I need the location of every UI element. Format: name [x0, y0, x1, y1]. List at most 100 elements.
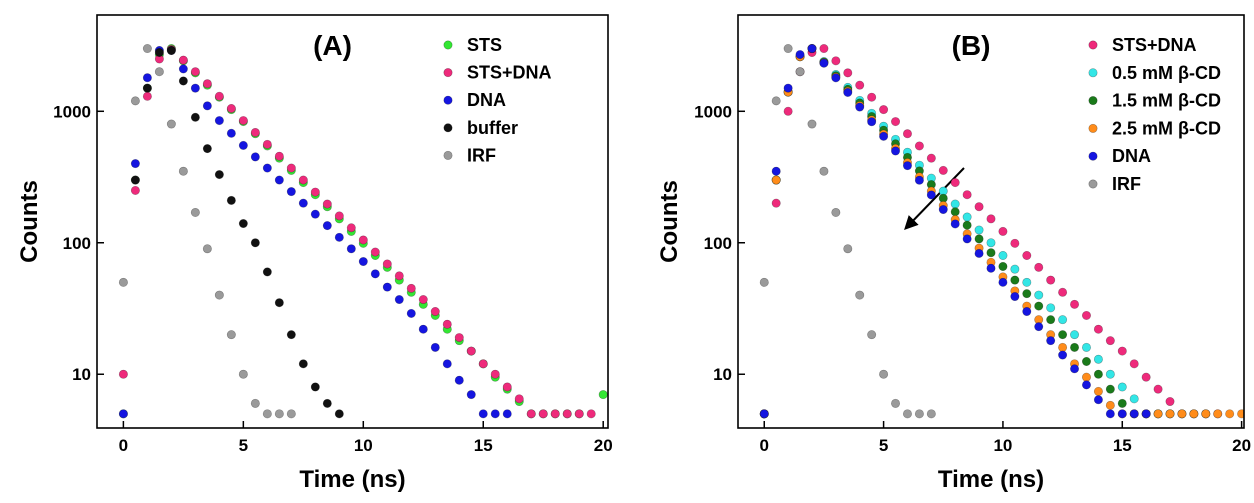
data-point: [962, 220, 972, 230]
data-point: [286, 409, 296, 419]
data-point: [771, 96, 781, 106]
data-point: [310, 209, 320, 219]
data-point: [819, 44, 829, 54]
y-tick-label: 100: [704, 234, 732, 253]
data-point: [1081, 342, 1091, 352]
data-point: [562, 409, 572, 419]
data-point: [334, 232, 344, 242]
data-point: [154, 48, 164, 58]
data-point: [1105, 336, 1115, 346]
data-point: [310, 187, 320, 197]
data-point: [118, 277, 128, 287]
data-point: [142, 73, 152, 83]
data-point: [914, 141, 924, 151]
x-tick-label: 5: [879, 436, 888, 455]
data-point: [250, 238, 260, 248]
plot-frame: [96, 14, 609, 429]
data-point: [807, 119, 817, 129]
data-point: [986, 248, 996, 258]
y-tick-label: 100: [63, 234, 91, 253]
data-point: [783, 83, 793, 93]
data-point: [962, 234, 972, 244]
data-point: [1141, 409, 1151, 419]
data-point: [262, 409, 272, 419]
data-point: [166, 119, 176, 129]
data-point: [466, 346, 476, 356]
data-point: [1225, 409, 1235, 419]
data-point: [238, 140, 248, 150]
data-point: [1081, 372, 1091, 382]
data-point: [771, 198, 781, 208]
data-point: [418, 295, 428, 305]
data-point: [950, 199, 960, 209]
data-point: [166, 45, 176, 55]
data-point: [902, 129, 912, 139]
data-point: [1153, 384, 1163, 394]
legend-marker: [1088, 179, 1098, 189]
data-point: [118, 409, 128, 419]
data-point: [1165, 397, 1175, 407]
data-point: [178, 55, 188, 65]
data-point: [298, 175, 308, 185]
data-point: [1022, 289, 1032, 299]
data-point: [1046, 315, 1056, 325]
x-tick-label: 5: [239, 436, 248, 455]
data-point: [190, 112, 200, 122]
data-point: [238, 116, 248, 126]
data-point: [490, 409, 500, 419]
data-point: [902, 409, 912, 419]
data-point: [442, 359, 452, 369]
trend-arrow: [904, 167, 965, 231]
data-point: [1070, 330, 1080, 340]
data-point: [382, 282, 392, 292]
data-point: [178, 76, 188, 86]
data-point: [202, 144, 212, 154]
data-point: [442, 319, 452, 329]
data-point: [274, 175, 284, 185]
data-point: [238, 369, 248, 379]
data-point: [226, 195, 236, 205]
data-point: [1070, 364, 1080, 374]
legend-label: STS+DNA: [1112, 35, 1197, 55]
data-point: [382, 259, 392, 269]
data-point: [1237, 409, 1244, 419]
data-point: [250, 398, 260, 408]
data-point: [819, 58, 829, 68]
data-point: [902, 161, 912, 171]
data-point: [795, 67, 805, 77]
data-point: [998, 226, 1008, 236]
data-point: [1117, 409, 1127, 419]
data-point: [1117, 382, 1127, 392]
data-point: [118, 369, 128, 379]
data-point: [891, 398, 901, 408]
legend-marker: [1088, 96, 1098, 106]
data-point: [831, 56, 841, 66]
data-point: [370, 269, 380, 279]
data-point: [1177, 409, 1187, 419]
y-axis-label: Counts: [656, 180, 683, 263]
data-point: [855, 290, 865, 300]
data-point: [831, 207, 841, 217]
legend-marker: [443, 95, 453, 105]
data-point: [214, 91, 224, 101]
data-point: [262, 267, 272, 277]
legend-marker: [443, 150, 453, 160]
data-point: [1046, 275, 1056, 285]
data-point: [1093, 324, 1103, 334]
data-point: [346, 223, 356, 233]
legend-marker: [443, 40, 453, 50]
data-point: [950, 178, 960, 188]
data-point: [334, 409, 344, 419]
data-point: [1201, 409, 1211, 419]
data-point: [855, 102, 865, 112]
data-point: [926, 153, 936, 163]
data-point: [1105, 400, 1115, 410]
data-point: [226, 104, 236, 114]
x-tick-label: 15: [474, 436, 493, 455]
data-point: [914, 409, 924, 419]
data-point: [478, 409, 488, 419]
data-point: [250, 152, 260, 162]
data-point: [998, 277, 1008, 287]
y-tick-label: 1000: [694, 102, 732, 121]
